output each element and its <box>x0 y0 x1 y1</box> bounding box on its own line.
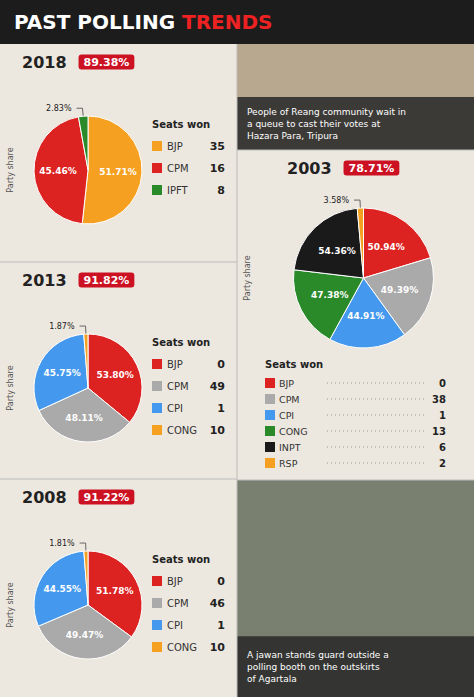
svg-text:polling booth on the outskirts: polling booth on the outskirts <box>247 662 380 672</box>
svg-text:38: 38 <box>432 394 446 405</box>
svg-text:CPM: CPM <box>167 598 189 609</box>
svg-text:Party share: Party share <box>6 147 15 192</box>
svg-text:6: 6 <box>439 442 446 453</box>
svg-text:51.78%: 51.78% <box>96 586 134 596</box>
svg-text:TRENDS: TRENDS <box>182 10 272 34</box>
svg-text:91.22%: 91.22% <box>84 491 130 504</box>
svg-text:Seats won: Seats won <box>152 337 210 348</box>
svg-text:CONG: CONG <box>167 425 197 436</box>
svg-text:CPM: CPM <box>167 381 189 392</box>
svg-text:47.38%: 47.38% <box>311 290 349 300</box>
svg-text:a queue to cast their votes at: a queue to cast their votes at <box>247 119 381 129</box>
svg-text:44.91%: 44.91% <box>347 311 385 321</box>
svg-text:CPI: CPI <box>167 620 183 631</box>
svg-text:2.83%: 2.83% <box>46 104 72 113</box>
svg-text:CPM: CPM <box>167 163 189 174</box>
svg-text:53.80%: 53.80% <box>96 370 134 380</box>
svg-text:of Agartala: of Agartala <box>247 674 297 684</box>
svg-text:0: 0 <box>439 378 446 389</box>
svg-text:46: 46 <box>210 597 226 610</box>
svg-text:10: 10 <box>210 424 226 437</box>
svg-text:78.71%: 78.71% <box>349 162 395 175</box>
svg-text:45.46%: 45.46% <box>39 166 77 176</box>
svg-text:91.82%: 91.82% <box>84 274 130 287</box>
svg-text:44.55%: 44.55% <box>44 584 82 594</box>
svg-text:13: 13 <box>432 426 446 437</box>
svg-text:35: 35 <box>210 140 225 153</box>
svg-text:89.38%: 89.38% <box>84 56 130 69</box>
svg-text:2: 2 <box>439 458 446 469</box>
svg-text:0: 0 <box>217 575 225 588</box>
svg-text:49.39%: 49.39% <box>381 285 419 295</box>
svg-text:50.94%: 50.94% <box>367 242 405 252</box>
svg-text:Seats won: Seats won <box>152 554 210 565</box>
svg-text:10: 10 <box>210 641 226 654</box>
svg-text:1: 1 <box>439 410 446 421</box>
svg-text:CONG: CONG <box>279 426 308 437</box>
svg-text:2018: 2018 <box>22 53 67 72</box>
svg-text:1: 1 <box>217 402 225 415</box>
svg-text:1.87%: 1.87% <box>49 322 75 331</box>
svg-text:CONG: CONG <box>167 642 197 653</box>
svg-text:48.11%: 48.11% <box>65 413 103 423</box>
svg-text:Seats won: Seats won <box>265 359 323 370</box>
svg-text:BJP: BJP <box>279 378 294 389</box>
svg-text:2013: 2013 <box>22 271 67 290</box>
svg-text:CPI: CPI <box>167 403 183 414</box>
svg-text:BJP: BJP <box>167 359 183 370</box>
svg-text:BJP: BJP <box>167 576 183 587</box>
svg-text:2008: 2008 <box>22 488 67 507</box>
svg-text:2003: 2003 <box>287 159 332 178</box>
svg-text:Party share: Party share <box>243 255 252 300</box>
svg-text:RSP: RSP <box>279 458 298 469</box>
svg-text:51.71%: 51.71% <box>99 167 136 177</box>
svg-text:8: 8 <box>217 184 225 197</box>
svg-text:BJP: BJP <box>167 141 183 152</box>
svg-text:49.47%: 49.47% <box>66 630 104 640</box>
svg-text:0: 0 <box>217 358 225 371</box>
svg-text:CPI: CPI <box>279 410 294 421</box>
svg-text:1: 1 <box>217 619 225 632</box>
svg-text:3.58%: 3.58% <box>324 196 350 205</box>
svg-text:CPM: CPM <box>279 394 300 405</box>
svg-text:Seats won: Seats won <box>152 119 210 130</box>
svg-text:IPFT: IPFT <box>167 185 189 196</box>
svg-text:45.75%: 45.75% <box>43 368 81 378</box>
svg-text:People of Reang community wait: People of Reang community wait in <box>247 107 406 117</box>
svg-text:54.36%: 54.36% <box>318 246 356 256</box>
svg-text:Hazara Para, Tripura: Hazara Para, Tripura <box>247 131 338 141</box>
svg-text:INPT: INPT <box>279 442 301 453</box>
svg-text:16: 16 <box>210 162 226 175</box>
svg-text:Party share: Party share <box>6 582 15 627</box>
svg-text:49: 49 <box>210 380 225 393</box>
svg-text:A jawan stands guard outside a: A jawan stands guard outside a <box>247 650 389 660</box>
svg-text:PAST POLLING: PAST POLLING <box>14 10 182 34</box>
svg-text:1.81%: 1.81% <box>49 539 75 548</box>
svg-text:Party share: Party share <box>6 365 15 410</box>
